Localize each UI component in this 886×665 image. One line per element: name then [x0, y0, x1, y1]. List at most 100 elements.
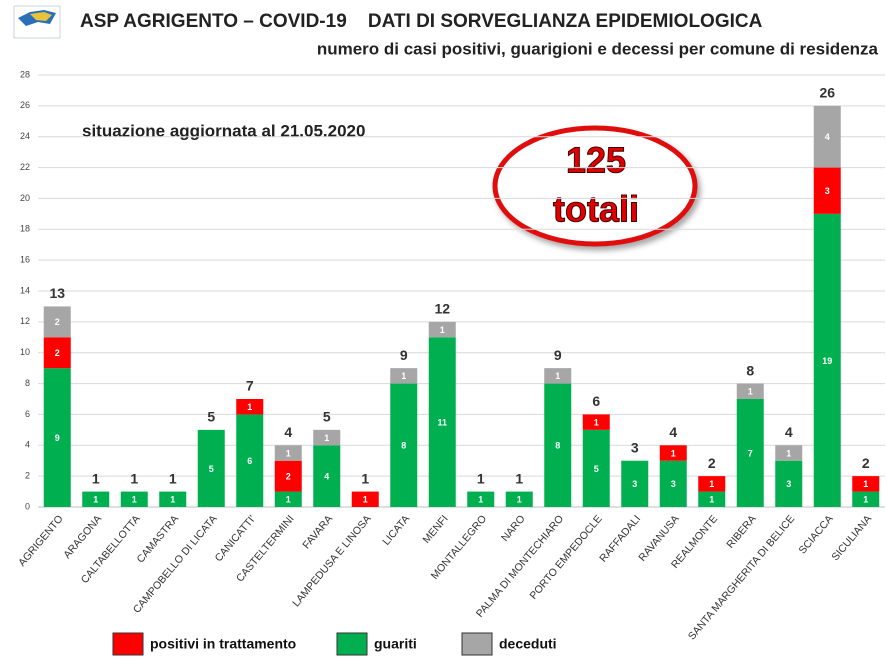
x-tick-label: SICULIANA	[829, 513, 874, 563]
segment-label: 8	[555, 441, 560, 451]
segment-label: 1	[324, 433, 329, 443]
segment-label: 1	[93, 495, 98, 505]
legend-label: positivi in trattamento	[150, 636, 296, 652]
bar-segment	[698, 476, 726, 492]
legend-swatch	[461, 632, 493, 656]
y-tick-label: 0	[25, 501, 30, 511]
x-tick-label: ARAGONA	[61, 513, 104, 561]
y-tick-label: 28	[20, 69, 30, 79]
y-tick-label: 8	[25, 378, 30, 388]
segment-label: 4	[324, 472, 329, 482]
x-tick-label: RIBERA	[724, 513, 758, 551]
bar-segment	[390, 368, 418, 384]
x-tick-label: FAVARA	[300, 513, 335, 551]
total-label: 1	[169, 470, 177, 486]
segment-label: 1	[517, 495, 522, 505]
bar-segment	[390, 383, 418, 507]
x-tick-label: MENFI	[420, 513, 450, 546]
bar-segment	[736, 383, 764, 399]
bar-segment	[274, 491, 302, 507]
legend-label: deceduti	[499, 636, 557, 652]
bar-segment	[736, 399, 764, 507]
y-tick-label: 10	[20, 347, 30, 357]
y-tick-label: 24	[20, 131, 30, 141]
y-tick-label: 12	[20, 316, 30, 326]
y-tick-label: 4	[25, 440, 30, 450]
segment-label: 6	[247, 456, 252, 466]
segment-label: 1	[132, 495, 137, 505]
bar-segment	[544, 368, 572, 384]
segment-label: 1	[401, 371, 406, 381]
bar-segment	[659, 445, 687, 461]
bar-segment	[159, 491, 187, 507]
total-label: 4	[284, 424, 292, 440]
total-label: 26	[819, 85, 835, 101]
total-label: 5	[207, 409, 215, 425]
bar-segment	[351, 491, 379, 507]
bar-segment	[120, 491, 148, 507]
segment-label: 7	[748, 448, 753, 458]
total-label: 3	[631, 439, 639, 455]
segment-label: 1	[594, 418, 599, 428]
annotation: situazione aggiornata al 21.05.2020	[82, 121, 365, 140]
bar-segment	[852, 491, 880, 507]
bar-segment	[467, 491, 495, 507]
bar-segment	[313, 429, 341, 446]
segment-label: 1	[863, 479, 868, 489]
y-tick-label: 18	[20, 224, 30, 234]
segment-label: 1	[863, 495, 868, 505]
y-tick-label: 6	[25, 409, 30, 419]
bar-segment	[428, 321, 456, 338]
total-label: 7	[246, 378, 254, 394]
total-label: 2	[862, 455, 870, 471]
bar-segment	[236, 399, 264, 415]
segment-label: 5	[594, 464, 599, 474]
y-tick-label: 2	[25, 471, 30, 481]
highlight-ellipse	[492, 125, 698, 247]
y-tick-label: 26	[20, 100, 30, 110]
total-label: 4	[669, 424, 677, 440]
segment-label: 1	[555, 371, 560, 381]
bar-segment	[197, 429, 225, 507]
total-label: 1	[515, 470, 523, 486]
total-label: 9	[400, 347, 408, 363]
bar-segment	[505, 491, 533, 507]
bar-segment	[659, 460, 687, 507]
y-tick-label: 22	[20, 162, 30, 172]
legend-swatch	[336, 632, 368, 656]
x-tick-label: AGRIGENTO	[16, 513, 66, 569]
bar-segment	[775, 445, 803, 461]
total-label: 2	[708, 455, 716, 471]
segment-label: 3	[671, 479, 676, 489]
segment-label: 2	[55, 317, 60, 327]
total-label: totali	[553, 189, 639, 230]
y-tick-label: 16	[20, 255, 30, 265]
bar-segment	[813, 213, 841, 507]
segment-label: 1	[786, 448, 791, 458]
bar-segment	[813, 167, 841, 214]
bar-segment	[274, 460, 302, 492]
segment-label: 1	[748, 387, 753, 397]
segment-label: 1	[286, 448, 291, 458]
bar-segment	[43, 368, 71, 507]
segment-label: 3	[825, 186, 830, 196]
logo	[13, 5, 61, 39]
y-tick-label: 14	[20, 285, 30, 295]
segment-label: 2	[286, 472, 291, 482]
segment-label: 2	[55, 348, 60, 358]
bar-segment	[43, 337, 71, 369]
bar-segment	[621, 460, 649, 507]
total-label: 13	[49, 285, 65, 301]
bar-segment	[82, 491, 110, 507]
x-tick-label: LAMPEDUSA E LINOSA	[290, 513, 373, 609]
total-label: 5	[323, 409, 331, 425]
segment-label: 1	[671, 448, 676, 458]
segment-label: 3	[786, 479, 791, 489]
x-tick-label: SCIACCA	[796, 513, 835, 556]
segment-label: 5	[209, 464, 214, 474]
x-tick-label: PORTO EMPEDOCLE	[527, 513, 604, 602]
x-tick-label: NARO	[499, 513, 528, 544]
legend-label: guariti	[374, 636, 417, 652]
segment-label: 1	[478, 495, 483, 505]
